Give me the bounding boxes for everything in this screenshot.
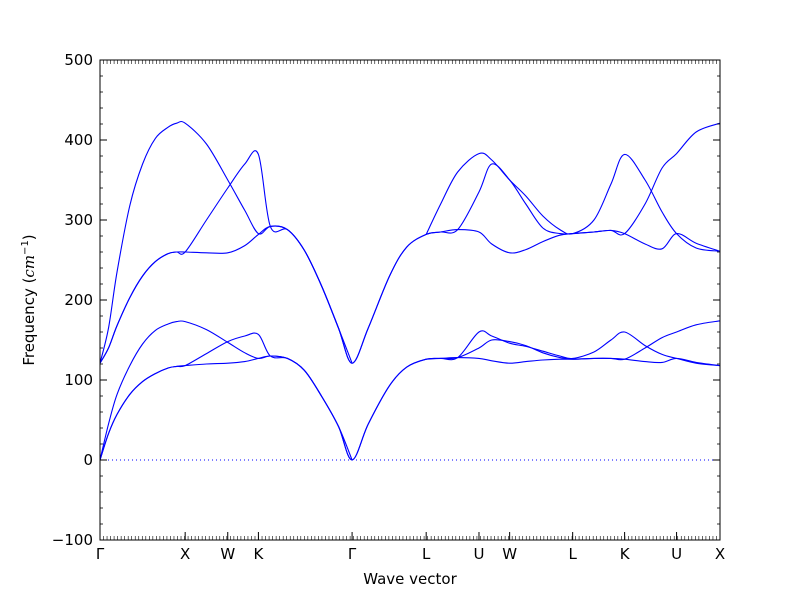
x-tick-label: L — [422, 545, 431, 563]
y-axis-title: Frequency (cm−1) — [20, 234, 38, 365]
x-axis-title: Wave vector — [363, 570, 457, 588]
x-tick-label: U — [671, 545, 682, 563]
x-tick-label: X — [715, 545, 725, 563]
y-tick-label: 400 — [64, 131, 93, 149]
y-tick-label: −100 — [52, 531, 93, 549]
x-tick-label: L — [568, 545, 577, 563]
x-tick-label: U — [473, 545, 484, 563]
band-line-8 — [425, 152, 721, 252]
x-tick-label: W — [502, 545, 517, 563]
x-tick-label: X — [180, 545, 190, 563]
band-line-4 — [426, 330, 721, 367]
y-axis-title-exponent: −1 — [20, 240, 31, 255]
band-line-3 — [99, 320, 353, 461]
y-tick-label: 300 — [64, 211, 93, 229]
x-tick-label: K — [253, 545, 264, 563]
x-tick-label: W — [220, 545, 235, 563]
band-line-7 — [99, 120, 353, 364]
y-tick-label: 100 — [64, 371, 93, 389]
y-tick-label: 500 — [64, 51, 93, 69]
y-axis-title-unit: cm — [20, 255, 38, 278]
y-axis-ticks: −100 0 100 200 300 400 500 — [52, 51, 720, 549]
y-tick-label: 0 — [83, 451, 93, 469]
y-axis-title-suffix: ) — [20, 234, 38, 240]
x-tick-label: Γ — [348, 545, 357, 563]
y-tick-label: 200 — [64, 291, 93, 309]
band-line-2 — [99, 320, 721, 461]
y-axis-title-prefix: Frequency ( — [20, 278, 38, 366]
plot-area — [99, 120, 721, 461]
x-tick-label: Γ — [96, 545, 105, 563]
x-tick-label: K — [620, 545, 631, 563]
band-line-6 — [99, 122, 721, 364]
